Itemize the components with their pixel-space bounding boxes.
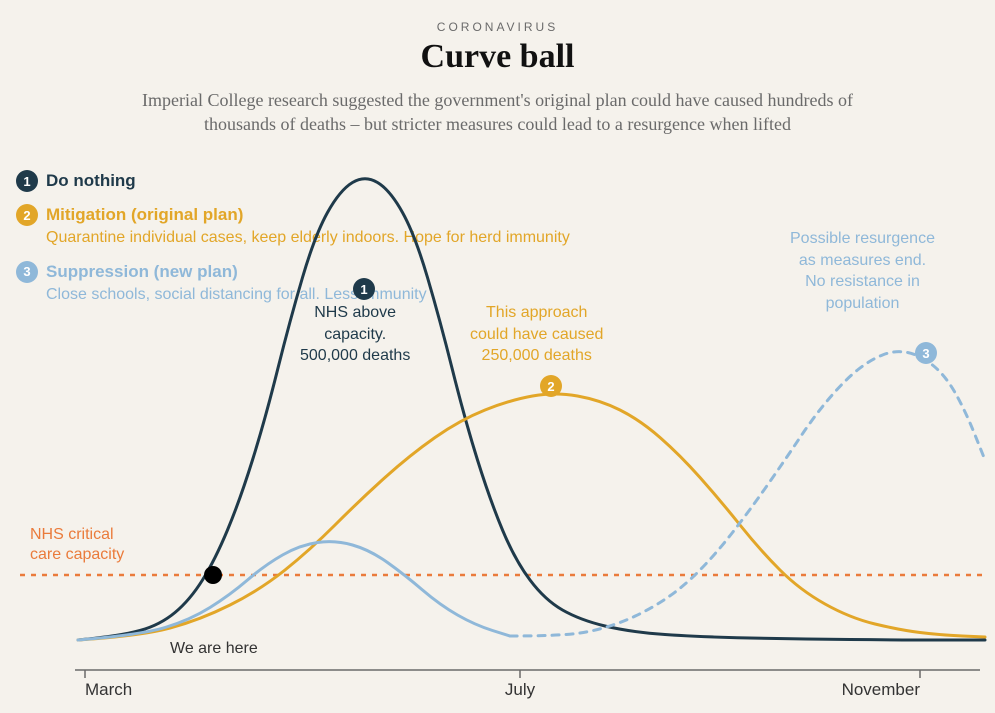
- annotation-badge-2: 2: [540, 375, 562, 397]
- annotation-badge-3: 3: [915, 342, 937, 364]
- curve-suppression-dash: [510, 352, 985, 636]
- nhs-label-line1: NHS critical: [30, 525, 124, 545]
- we-are-here-label: We are here: [170, 640, 258, 658]
- nhs-label-line2: care capacity: [30, 545, 124, 565]
- x-label-march: March: [85, 680, 132, 700]
- annotation-suppression: Possible resurgenceas measures end.No re…: [790, 228, 935, 314]
- nhs-capacity-label: NHS critical care capacity: [30, 525, 124, 565]
- x-label-july: July: [505, 680, 535, 700]
- annotation-badge-1: 1: [353, 278, 375, 300]
- we-are-here-dot: [204, 566, 222, 584]
- curve-suppression-solid: [78, 542, 510, 640]
- curve-mitigation: [78, 394, 985, 640]
- annotation-mitigation: This approachcould have caused250,000 de…: [470, 302, 603, 367]
- x-label-november: November: [842, 680, 920, 700]
- annotation-do-nothing: NHS abovecapacity.500,000 deaths: [300, 302, 410, 367]
